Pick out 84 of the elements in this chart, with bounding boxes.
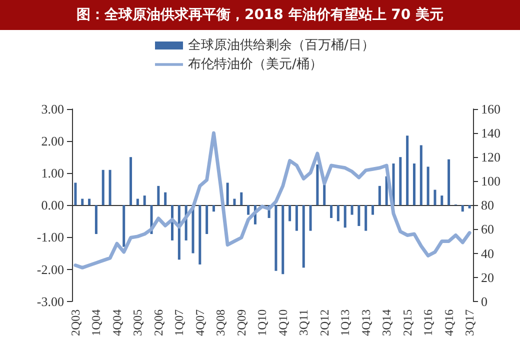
bar: [426, 166, 430, 206]
bar: [364, 205, 368, 231]
bar: [468, 205, 471, 208]
bar: [316, 164, 319, 206]
y-tick-label: -2.00: [36, 262, 64, 277]
legend-label: 全球原油供给剩余（百万桶/日）: [188, 38, 374, 53]
y-tick-label: -3.00: [36, 294, 64, 309]
bar: [295, 205, 298, 231]
x-tick-label: 2Q12: [317, 309, 332, 336]
bar: [378, 186, 381, 206]
x-tick-label: 3Q14: [380, 309, 394, 336]
bar: [178, 205, 180, 260]
x-tick-label: 1Q13: [338, 309, 352, 336]
x-tick-label: 4Q04: [110, 309, 124, 336]
bar: [94, 205, 98, 234]
bar: [412, 163, 416, 206]
y2-tick-label: 0: [481, 294, 488, 309]
x-tick-label: 2Q06: [151, 309, 166, 336]
bar: [157, 186, 160, 206]
x-tick-label: 2Q15: [400, 309, 414, 336]
chart-title: 图：全球原油供求再平衡，2018 年油价有望站上 70 美元: [0, 0, 520, 30]
bar: [81, 198, 84, 206]
bar: [330, 205, 333, 218]
y-tick-label: 3.00: [41, 102, 64, 116]
y2-tick-label: 60: [481, 222, 494, 237]
bar: [448, 159, 450, 206]
x-tick-label: 4Q16: [442, 309, 456, 336]
x-tick-label: 3Q08: [214, 309, 228, 336]
bar: [102, 170, 104, 206]
bar: [74, 182, 77, 206]
bar: [344, 205, 346, 228]
bar: [440, 196, 444, 206]
y-tick-label: -1.00: [36, 230, 64, 245]
bar: [406, 136, 409, 206]
bar: [372, 205, 374, 215]
bar: [122, 205, 126, 247]
x-tick-label: 2Q09: [234, 309, 248, 336]
x-tick-label: 3Q11: [296, 309, 311, 336]
bar: [233, 198, 236, 206]
bar: [88, 198, 91, 206]
bar: [136, 198, 139, 206]
bar: [212, 205, 215, 212]
y2-tick-label: 140: [481, 126, 500, 141]
x-tick-label: 4Q10: [276, 309, 290, 336]
y2-tick-label: 120: [481, 150, 500, 165]
bar: [247, 205, 250, 215]
bar: [130, 157, 132, 206]
bar: [461, 205, 464, 212]
legend-label: 布伦特油价（美元/桶）: [188, 56, 322, 72]
y-tick-label: 2.00: [41, 134, 64, 149]
bar: [358, 205, 360, 226]
bar: [240, 192, 243, 206]
y2-tick-label: 20: [481, 270, 494, 285]
bar: [206, 205, 208, 234]
bar: [350, 205, 354, 215]
y2-tick-label: 160: [481, 102, 500, 116]
x-tick-label: 4Q07: [192, 309, 207, 336]
bar: [198, 205, 202, 264]
x-tick-label: 1Q10: [255, 309, 270, 336]
y2-tick-label: 80: [481, 198, 494, 213]
x-tick-label: 3Q17: [462, 309, 477, 336]
bar: [434, 190, 436, 206]
x-tick-label: 1Q04: [89, 309, 104, 336]
x-tick-label: 2Q03: [68, 309, 82, 336]
y-tick-label: 0.00: [41, 198, 64, 213]
bar: [336, 205, 340, 222]
bar: [164, 192, 167, 206]
x-tick-label: 4Q13: [358, 309, 373, 336]
x-tick-label: 3Q05: [130, 309, 145, 336]
bar: [309, 205, 312, 231]
bar: [399, 157, 402, 206]
bar: [282, 205, 284, 274]
bar: [420, 145, 422, 206]
bar: [108, 170, 112, 206]
y2-tick-label: 100: [481, 174, 500, 189]
bar: [274, 205, 278, 271]
y-tick-label: 1.00: [41, 166, 64, 181]
bar: [302, 205, 305, 268]
x-tick-label: 1Q16: [421, 309, 436, 336]
bar: [143, 196, 146, 206]
x-tick-label: 1Q07: [172, 309, 186, 336]
y2-tick-label: 40: [481, 246, 494, 261]
bar: [226, 182, 229, 206]
bar: [288, 205, 292, 222]
